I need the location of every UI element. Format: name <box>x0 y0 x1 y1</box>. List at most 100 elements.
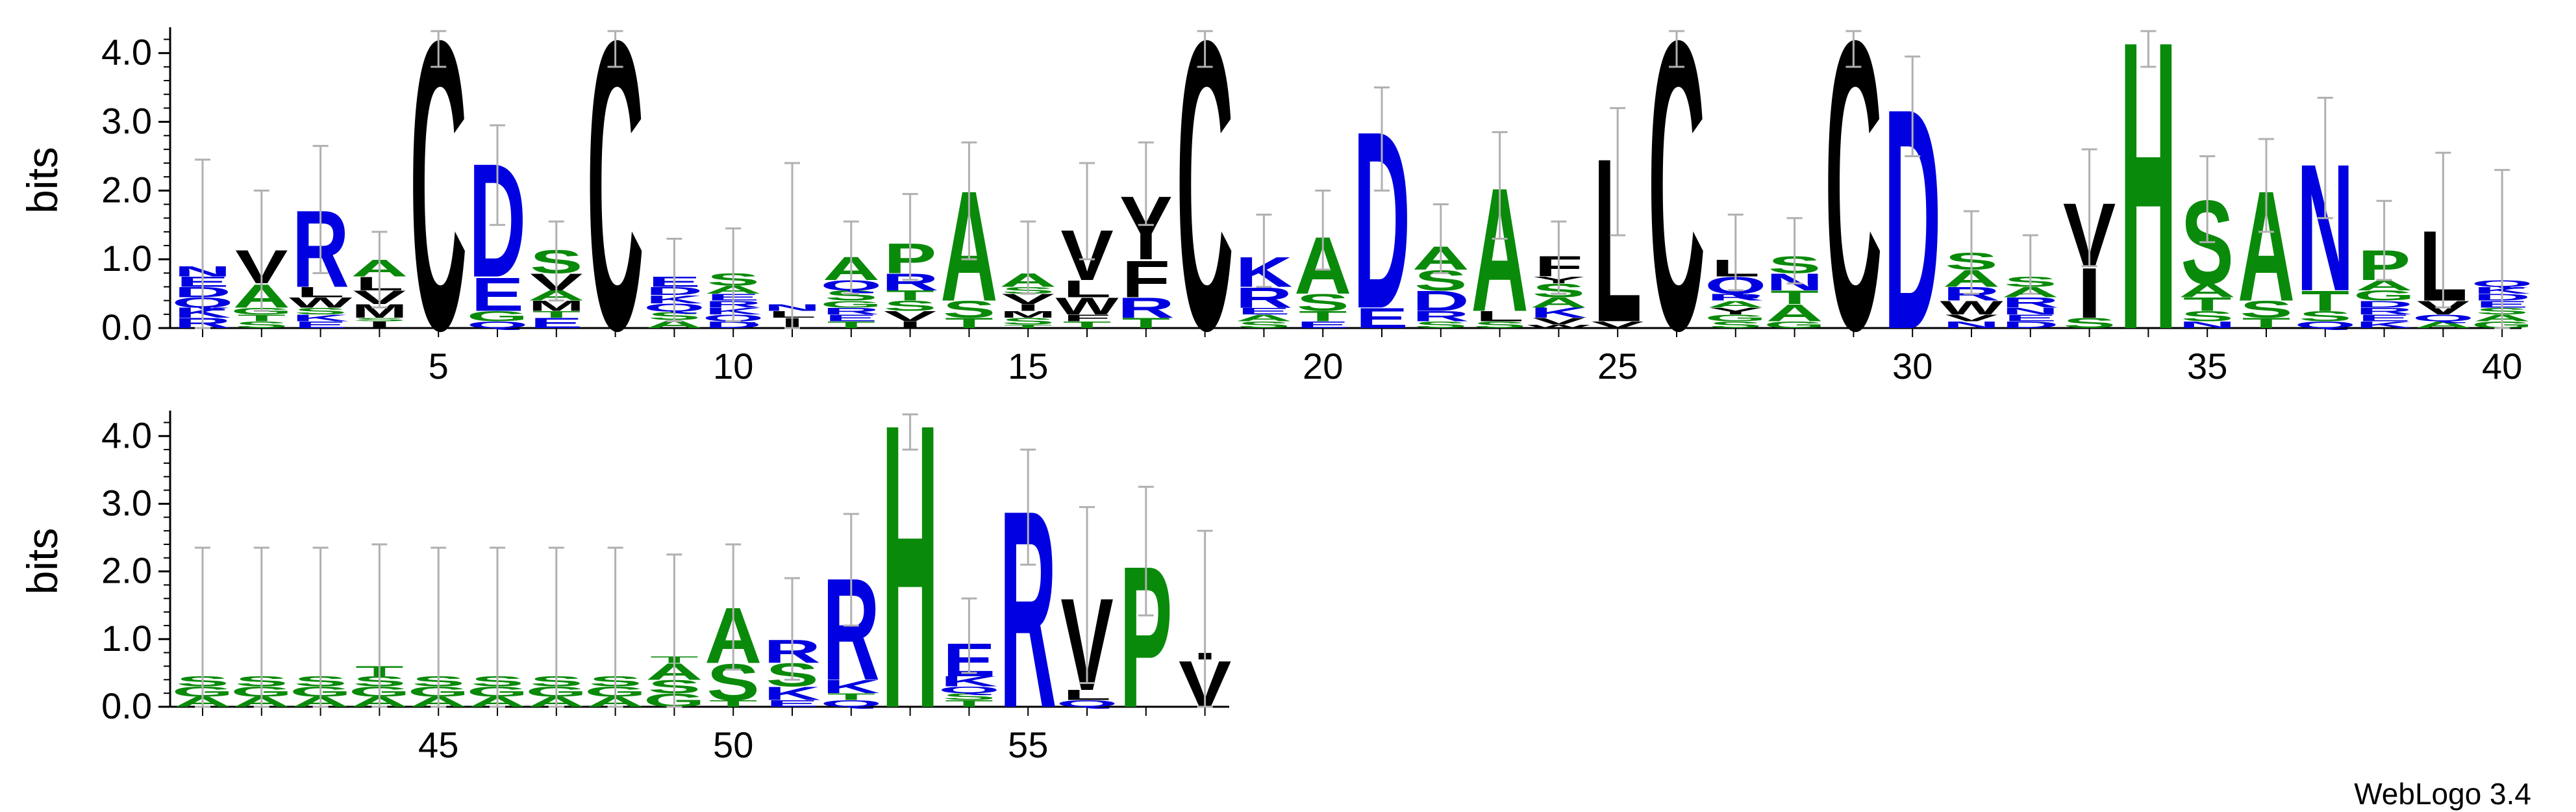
error-bar <box>2494 169 2510 329</box>
logo-letter-D: D <box>1412 285 1469 317</box>
logo-column-21: ED <box>1353 79 1410 362</box>
logo-column-29: C <box>1825 0 1882 416</box>
logo-letter-R: R <box>2002 294 2059 311</box>
logo-letter-K: K <box>2356 320 2413 330</box>
logo-letter-E: E <box>2004 312 2057 323</box>
error-bar <box>1669 30 1684 68</box>
logo-column-2: STGAV <box>231 189 292 330</box>
logo-letter-S: S <box>235 320 288 330</box>
logo-column-42: AGS <box>231 546 292 710</box>
error-bar <box>195 159 210 329</box>
error-bar <box>548 220 564 302</box>
error-bar <box>725 543 742 671</box>
x-tick-label: 35 <box>2187 346 2227 387</box>
error-bar <box>902 413 918 451</box>
error-bar <box>1138 141 1154 226</box>
logo-letter-C: C <box>587 0 644 416</box>
x-tick-label: 5 <box>429 346 449 387</box>
logo-letter-A: A <box>645 318 703 331</box>
logo-column-25: VL <box>1592 107 1644 371</box>
logo-column-56: QLV <box>1057 506 1118 718</box>
logo-letter-A: A <box>1530 294 1587 311</box>
logo-letter-Q: Q <box>2294 320 2356 330</box>
logo-column-23: SLA <box>1471 131 1529 349</box>
weblogo-credit: WebLogo 3.4 <box>2354 777 2531 811</box>
error-bar <box>1727 213 1744 292</box>
logo-column-15: TSMIVSA <box>999 220 1057 329</box>
x-tick-label: 15 <box>1008 346 1048 387</box>
logo-letter-S: S <box>2299 309 2351 325</box>
x-tick-label: 25 <box>1597 346 1638 387</box>
logo-column-11: ILN <box>764 162 821 331</box>
logo-letter-T: T <box>945 315 993 331</box>
error-bar <box>843 220 859 295</box>
logo-letter-K: K <box>1530 305 1587 321</box>
logo-letter-Q: Q <box>467 320 529 330</box>
logo-letter-T: T <box>886 288 934 304</box>
logo-letter-T: T <box>709 698 757 709</box>
logo-letter-E: E <box>471 268 523 322</box>
logo-letter-H: H <box>2120 0 2177 416</box>
y-tick-label: 3.0 <box>101 482 152 523</box>
logo-column-39: AQVL <box>2412 151 2474 330</box>
y-tick-label: 1.0 <box>101 618 152 659</box>
error-bar <box>666 553 682 708</box>
error-bar <box>1786 217 1803 285</box>
error-bar <box>1964 210 1979 295</box>
logo-letter-G: G <box>1764 320 1825 330</box>
y-tick-label: 4.0 <box>101 32 152 73</box>
logo-letter-I: I <box>898 320 923 330</box>
logo-column-10: DQKREAS <box>703 227 764 330</box>
x-tick-label: 55 <box>1008 724 1048 765</box>
error-bar <box>784 162 800 329</box>
error-bar <box>1079 506 1095 685</box>
error-bar <box>2199 155 2216 244</box>
logo-column-18: C <box>1177 0 1234 416</box>
logo-letter-W: W <box>1940 298 2003 319</box>
logo-column-50: TSA <box>705 543 762 711</box>
logo-letter-S: S <box>2181 309 2234 325</box>
error-bar <box>1845 30 1862 68</box>
logo-letter-R: R <box>823 306 880 316</box>
error-bar <box>1197 30 1213 68</box>
logo-column-35: NSTAS <box>2179 155 2236 330</box>
logo-letter-I: I <box>367 320 392 330</box>
logo-letter-T: T <box>532 309 581 320</box>
error-bar <box>2317 97 2333 220</box>
logo-letter-A: A <box>1766 299 1823 326</box>
y-tick-label: 1.0 <box>101 238 152 279</box>
error-bar <box>1020 448 1036 566</box>
error-bar <box>607 546 623 708</box>
logo-letter-W: W <box>289 294 353 311</box>
logo-column-33: SIV <box>2063 148 2116 333</box>
logo-letter-A: A <box>2179 280 2236 301</box>
error-bar <box>902 193 918 281</box>
logo-letter-S: S <box>353 317 406 322</box>
logo-letter-T: T <box>1299 309 1347 325</box>
logo-column-43: AGS <box>290 546 351 710</box>
error-bar <box>2435 151 2451 309</box>
logo-letter-S: S <box>1473 320 1526 330</box>
logo-letter-E: E <box>1238 306 1290 316</box>
logo-letter-C: C <box>410 0 467 416</box>
error-bar <box>253 189 269 312</box>
error-bar <box>784 577 800 681</box>
logo-column-24: WVKASYF <box>1527 220 1590 329</box>
logo-column-8: C <box>587 0 644 416</box>
logo-letter-T: T <box>2242 315 2290 331</box>
error-bar <box>1551 220 1567 295</box>
logo-letter-T: T <box>827 692 875 702</box>
error-bar <box>1905 55 1921 157</box>
